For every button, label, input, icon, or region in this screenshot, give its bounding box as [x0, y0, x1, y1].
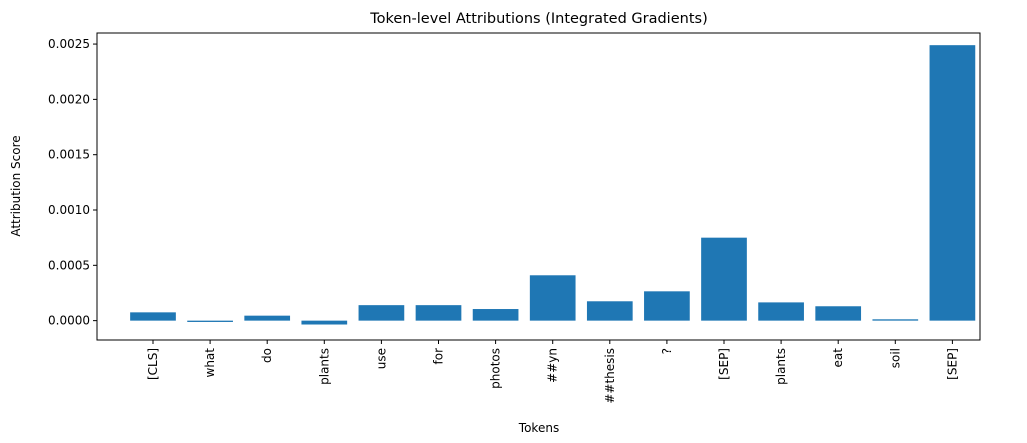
bar	[130, 312, 176, 321]
bar	[815, 306, 862, 321]
bar	[301, 320, 348, 325]
y-tick-label: 0.0010	[48, 203, 90, 217]
x-tick-label: use	[374, 348, 388, 369]
x-tick-label: do	[260, 348, 274, 363]
x-tick-label: [SEP]	[717, 348, 731, 380]
bar	[644, 291, 690, 321]
bar	[701, 237, 747, 321]
bar	[244, 315, 291, 321]
x-tick-label: [SEP]	[945, 348, 959, 380]
bar	[472, 309, 519, 321]
bars	[130, 45, 976, 325]
bar	[758, 302, 804, 321]
bar	[529, 275, 576, 321]
x-tick-label: for	[432, 348, 446, 365]
y-tick-label: 0.0020	[48, 92, 90, 106]
y-tick-label: 0.0005	[48, 258, 90, 272]
y-tick-label: 0.0000	[48, 314, 90, 328]
x-tick-label: soil	[888, 348, 902, 368]
x-tick-label: [CLS]	[146, 348, 160, 380]
x-axis-ticks: [CLS] what do plants use for photos ##yn ##thesi…	[146, 340, 959, 404]
y-axis-ticks: 0.0000 0.0005 0.0010 0.0015 0.0020 0.0025	[48, 37, 97, 328]
x-tick-label: ##yn	[546, 348, 560, 383]
x-tick-label: plants	[317, 348, 331, 385]
bar	[929, 45, 976, 321]
x-tick-label: photos	[489, 348, 503, 389]
x-tick-label: ##thesis	[603, 348, 617, 404]
bar	[872, 319, 919, 321]
y-axis-label: Attribution Score	[9, 135, 23, 236]
chart-title: Token-level Attributions (Integrated Gra…	[369, 11, 707, 27]
x-tick-label: what	[203, 348, 217, 378]
bar	[358, 305, 405, 321]
x-axis-label: Tokens	[518, 421, 559, 435]
x-tick-label: ?	[660, 348, 674, 354]
plot-frame	[96, 32, 981, 341]
x-tick-label: eat	[831, 348, 845, 368]
bar	[586, 301, 633, 321]
y-tick-label: 0.0015	[48, 148, 90, 162]
bar	[415, 305, 462, 321]
bar	[187, 320, 233, 322]
y-tick-label: 0.0025	[48, 37, 90, 51]
x-tick-label: plants	[774, 348, 788, 385]
